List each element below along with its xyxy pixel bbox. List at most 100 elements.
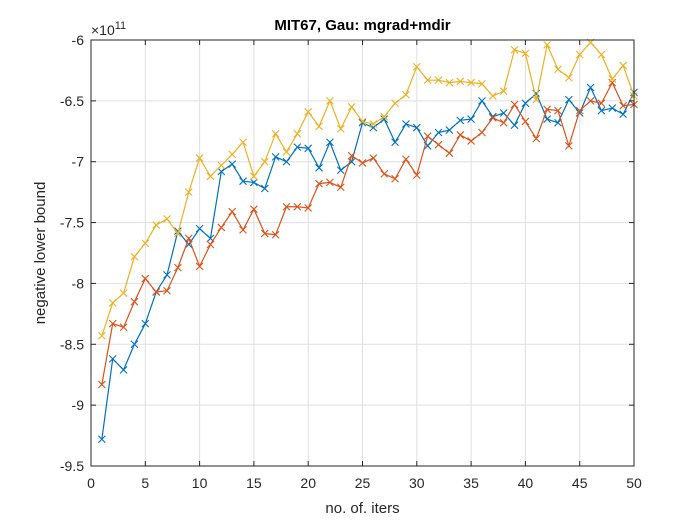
data-point xyxy=(304,107,313,116)
data-point xyxy=(575,50,584,59)
x-tick-label: 20 xyxy=(300,475,316,491)
data-point xyxy=(532,134,541,143)
data-point xyxy=(478,128,486,137)
data-point xyxy=(456,131,465,139)
data-point xyxy=(141,274,150,283)
data-point xyxy=(119,323,128,332)
x-tick-label: 40 xyxy=(518,475,534,491)
data-point xyxy=(195,154,204,162)
data-point xyxy=(608,104,617,113)
y-tick-label: -9.5 xyxy=(60,458,84,474)
data-point xyxy=(152,288,161,296)
data-point xyxy=(456,116,465,125)
data-point xyxy=(130,297,139,306)
data-point xyxy=(293,129,302,138)
data-point xyxy=(119,289,128,298)
y-axis-label: negative lower bound xyxy=(32,182,49,325)
data-point xyxy=(282,148,291,156)
y-axis-exponent: ×1011 xyxy=(91,20,126,38)
data-point xyxy=(380,169,389,178)
data-point xyxy=(97,435,106,444)
data-point xyxy=(608,75,617,83)
data-point xyxy=(195,262,204,271)
data-point xyxy=(282,157,291,166)
y-tick-label: -8.5 xyxy=(60,336,84,352)
data-point xyxy=(206,240,215,249)
x-tick-label: 25 xyxy=(355,475,371,491)
data-point xyxy=(108,355,117,363)
data-point xyxy=(391,138,399,147)
data-point xyxy=(434,128,443,137)
data-point xyxy=(358,159,367,167)
data-point xyxy=(228,150,237,159)
x-tick-label: 15 xyxy=(246,475,262,491)
data-point xyxy=(184,240,193,249)
data-point xyxy=(336,183,345,192)
data-point xyxy=(260,157,269,166)
data-point xyxy=(608,78,617,87)
data-point xyxy=(597,50,606,59)
data-point xyxy=(467,115,475,124)
data-point xyxy=(521,49,530,58)
y-axis-exponent-base: ×10 xyxy=(91,22,115,38)
data-point xyxy=(271,129,280,138)
data-point xyxy=(358,117,367,126)
data-point xyxy=(423,76,432,85)
data-point xyxy=(271,230,280,239)
data-point xyxy=(260,229,269,238)
data-point xyxy=(434,140,443,149)
data-point xyxy=(250,178,258,187)
data-point xyxy=(543,105,552,114)
data-point xyxy=(239,138,247,147)
data-point xyxy=(173,263,182,272)
data-point xyxy=(130,252,139,261)
data-point xyxy=(510,45,519,54)
data-point xyxy=(391,99,399,108)
data-point xyxy=(217,161,226,170)
y-tick-label: -9 xyxy=(72,397,85,413)
data-point xyxy=(173,227,182,235)
data-point xyxy=(445,126,454,134)
data-point xyxy=(130,340,139,349)
data-point xyxy=(97,331,106,340)
data-point xyxy=(586,83,595,92)
y-axis-exponent-power: 11 xyxy=(115,20,126,32)
data-point xyxy=(488,92,497,100)
ticks: 0 5 10 15 20 25 30 35 40 45 50 -9.5 -9 -8.5 -8 -7.5 -7 -6… xyxy=(60,32,642,491)
data-point xyxy=(282,202,291,211)
data-point xyxy=(260,184,269,193)
data-point xyxy=(293,143,302,151)
data-point xyxy=(152,221,161,229)
data-point xyxy=(445,149,454,158)
data-point xyxy=(554,65,562,74)
chart-title: MIT67, Gau: mgrad+mdir xyxy=(274,17,450,34)
data-point xyxy=(586,96,595,105)
y-tick-label: -7 xyxy=(72,154,85,170)
x-tick-label: 45 xyxy=(572,475,588,491)
data-point xyxy=(554,106,562,115)
data-point xyxy=(326,138,334,147)
data-point xyxy=(521,99,530,108)
data-point xyxy=(326,96,334,105)
data-point xyxy=(597,106,606,115)
data-point xyxy=(499,109,508,117)
series-line xyxy=(101,81,635,385)
data-point xyxy=(478,96,486,105)
data-point xyxy=(619,101,628,110)
data-point xyxy=(402,90,410,99)
data-point xyxy=(108,299,117,307)
data-point xyxy=(564,95,573,104)
data-point xyxy=(380,112,389,121)
data-point xyxy=(217,223,226,232)
data-point xyxy=(228,207,237,216)
y-tick-label: -6.5 xyxy=(60,93,84,109)
data-point xyxy=(336,124,345,133)
data-point xyxy=(184,188,193,197)
data-point xyxy=(141,239,150,248)
data-point xyxy=(467,78,475,87)
data-point xyxy=(163,215,171,223)
data-point xyxy=(336,166,345,175)
data-point xyxy=(141,319,150,328)
data-point xyxy=(510,121,519,130)
data-point xyxy=(532,95,541,104)
